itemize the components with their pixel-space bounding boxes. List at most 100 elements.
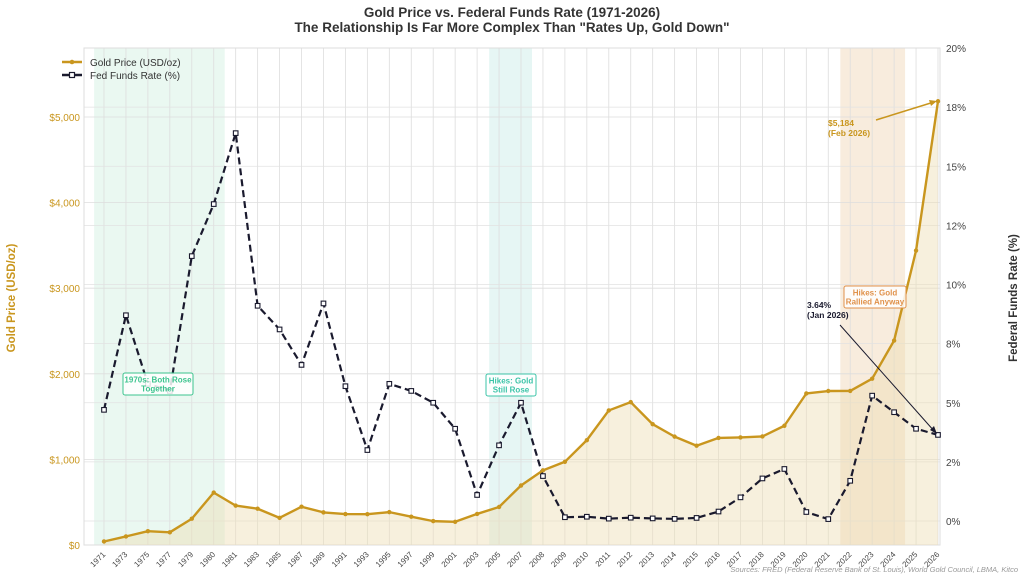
shaded-region-0 xyxy=(94,48,225,545)
legend-gold-label: Gold Price (USD/oz) xyxy=(90,58,181,69)
gold-data-point xyxy=(782,423,787,428)
x-tick-label: 1995 xyxy=(374,550,393,569)
gold-data-point xyxy=(431,518,436,524)
gold-data-point xyxy=(167,530,173,535)
rate-data-point xyxy=(935,432,941,438)
rate-data-point xyxy=(386,380,393,387)
right-tick-label: 5% xyxy=(946,399,961,410)
rate-data-point xyxy=(825,516,832,522)
left-tick-label: $5,000 xyxy=(49,113,80,124)
rate-data-point xyxy=(781,466,788,472)
rate-data-point xyxy=(474,492,480,498)
right-tick-label: 15% xyxy=(946,162,966,173)
x-tick-label: 1997 xyxy=(396,550,415,569)
rate-data-point xyxy=(276,326,283,333)
legend-gold-marker-icon xyxy=(69,59,75,65)
rate-data-point xyxy=(605,515,612,522)
x-tick-label: 1983 xyxy=(242,550,261,569)
left-axis-label: Gold Price (USD/oz) xyxy=(6,244,18,353)
gold-data-point xyxy=(496,504,502,510)
shaded-region-1 xyxy=(489,48,532,545)
gold-data-point xyxy=(694,443,699,448)
rate-data-point xyxy=(320,300,327,307)
rate-data-point xyxy=(364,447,371,453)
gold-data-point xyxy=(562,459,568,464)
gold-data-point xyxy=(518,483,524,488)
x-tick-label: 2010 xyxy=(571,550,590,569)
gold-data-point xyxy=(672,434,677,439)
gold-callout-date: (Feb 2026) xyxy=(828,128,870,138)
rate-data-point xyxy=(496,442,502,449)
x-tick-label: 1985 xyxy=(264,550,283,569)
x-tick-label: 1981 xyxy=(220,550,239,569)
gold-data-point xyxy=(299,504,304,509)
rate-data-point xyxy=(408,388,415,394)
rate-data-point xyxy=(188,253,195,259)
gold-data-point xyxy=(365,511,370,517)
gold-area-fill xyxy=(104,101,938,545)
chart-subtitle: The Relationship Is Far More Complex Tha… xyxy=(294,20,729,35)
rate-data-point xyxy=(649,515,656,522)
rate-data-point xyxy=(803,509,810,515)
gold-data-point xyxy=(716,435,721,441)
gold-data-point xyxy=(101,539,107,544)
gold-data-point xyxy=(584,437,590,443)
gold-data-point xyxy=(189,516,194,521)
rate-data-point xyxy=(298,362,305,368)
rate-data-point xyxy=(693,515,700,521)
gold-data-point xyxy=(387,509,392,515)
gold-callout-value: $5,184 xyxy=(828,118,854,128)
rate-data-point xyxy=(452,425,459,432)
gold-price-series xyxy=(101,99,941,544)
svg-text:Still Rose: Still Rose xyxy=(493,386,530,395)
x-tick-label: 2013 xyxy=(637,550,656,569)
gold-data-point xyxy=(409,514,414,519)
left-tick-label: $4,000 xyxy=(49,199,80,210)
gold-data-point xyxy=(343,511,348,517)
x-tick-label: 2014 xyxy=(659,550,678,569)
x-tick-label: 1993 xyxy=(352,550,371,569)
x-tick-label: 2007 xyxy=(505,550,524,569)
rate-data-point xyxy=(913,425,919,432)
x-tick-label: 1971 xyxy=(88,550,107,569)
rate-data-point xyxy=(847,477,854,484)
gold-data-point xyxy=(738,435,743,440)
rate-data-point xyxy=(540,473,546,479)
rate-data-point xyxy=(891,409,897,416)
gold-data-point xyxy=(804,391,809,396)
x-tick-label: 1999 xyxy=(418,550,437,569)
gold-data-point xyxy=(935,99,941,104)
rate-data-point xyxy=(210,201,217,207)
x-tick-label: 1987 xyxy=(286,550,305,569)
right-tick-label: 12% xyxy=(946,221,966,232)
legend-rate-marker-icon xyxy=(68,71,76,79)
right-tick-label: 20% xyxy=(946,44,966,55)
rate-data-point xyxy=(518,399,524,406)
chart-title: Gold Price vs. Federal Funds Rate (1971-… xyxy=(364,5,660,20)
x-tick-label: 1991 xyxy=(330,550,349,569)
gold-data-point xyxy=(255,506,260,511)
gold-data-point xyxy=(540,468,546,473)
svg-text:Rallied Anyway: Rallied Anyway xyxy=(846,298,905,307)
right-axis-label: Federal Funds Rate (%) xyxy=(1008,234,1020,362)
rate-data-point xyxy=(430,399,437,406)
x-tick-label: 1977 xyxy=(154,550,173,569)
rate-data-point xyxy=(562,514,568,521)
svg-text:Hikes: Gold: Hikes: Gold xyxy=(489,377,534,386)
rate-data-point xyxy=(869,392,876,399)
svg-text:1970s: Both Rose: 1970s: Both Rose xyxy=(124,376,192,385)
x-tick-label: 2005 xyxy=(484,550,503,569)
x-tick-label: 2003 xyxy=(462,550,481,569)
x-tick-label: 1980 xyxy=(198,550,217,569)
x-tick-label: 2008 xyxy=(527,550,546,569)
left-tick-label: $0 xyxy=(69,541,81,552)
rate-data-point xyxy=(671,516,678,522)
legend: Gold Price (USD/oz) Fed Funds Rate (%) xyxy=(62,58,181,82)
gold-data-point xyxy=(826,388,831,394)
rate-data-point xyxy=(627,514,634,521)
